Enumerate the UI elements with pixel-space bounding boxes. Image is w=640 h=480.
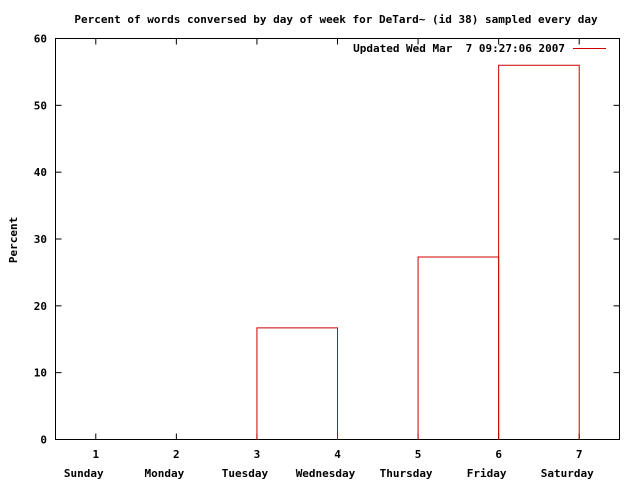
x-category-name: Sunday	[64, 467, 104, 480]
y-tick-label: 40	[34, 166, 47, 179]
legend: Updated Wed Mar 7 09:27:06 2007	[353, 42, 606, 55]
bar-series	[256, 64, 580, 440]
bar-thursday	[417, 256, 500, 440]
x-tick-label: 3	[254, 448, 261, 461]
x-category-name: Monday	[144, 467, 184, 480]
y-tick-label: 20	[34, 300, 47, 313]
x-tick-label: 7	[576, 448, 583, 461]
x-axis: 1 Sunday 2 Monday 3 Tuesday 4 Wednesday 5 Thursda…	[64, 38, 594, 480]
bar-tuesday	[256, 327, 338, 440]
y-tick-label: 0	[40, 434, 47, 447]
x-category-name: Thursday	[380, 467, 433, 480]
x-tick-label: 4	[334, 448, 341, 461]
x-tick-label: 6	[495, 448, 502, 461]
x-category-name: Saturday	[541, 467, 594, 480]
legend-label: Updated Wed Mar 7 09:27:06 2007	[353, 42, 565, 55]
y-tick-label: 10	[34, 367, 47, 380]
bar-friday	[498, 64, 580, 440]
chart-title: Percent of words conversed by day of wee…	[74, 13, 598, 26]
y-tick-label: 50	[34, 99, 47, 112]
y-tick-label: 30	[34, 233, 47, 246]
y-axis-label: Percent	[7, 217, 20, 263]
y-tick-label: 60	[34, 33, 47, 46]
x-tick-label: 5	[415, 448, 422, 461]
x-tick-label: 1	[92, 448, 99, 461]
x-category-name: Wednesday	[296, 467, 356, 480]
x-category-name: Tuesday	[222, 467, 269, 480]
x-category-name: Friday	[467, 467, 507, 480]
x-tick-label: 2	[173, 448, 180, 461]
y-axis: 0 10 20 30 40 50 60	[34, 33, 620, 447]
